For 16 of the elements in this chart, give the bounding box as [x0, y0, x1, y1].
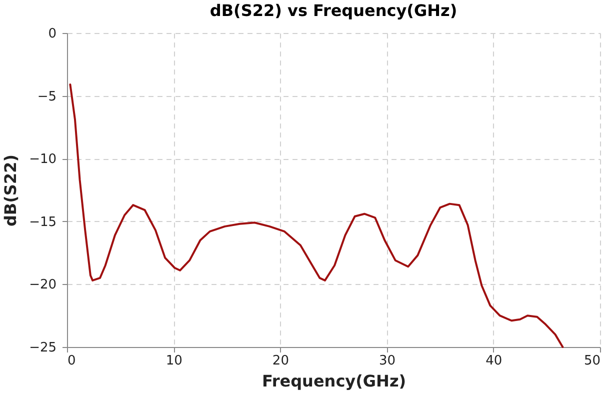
- y-axis-title: dB(S22): [1, 154, 20, 227]
- x-tick-label: 10: [166, 354, 182, 368]
- x-tick-label: 40: [486, 354, 502, 368]
- y-tick-label: −5: [37, 89, 56, 104]
- x-axis-title: Frequency(GHz): [262, 372, 406, 390]
- x-tick-label: 0: [68, 354, 76, 368]
- y-tick-label: 0: [48, 26, 56, 42]
- x-tick-label: 20: [272, 354, 289, 368]
- y-tick-label: −10: [29, 152, 56, 168]
- x-tick-label: 30: [379, 354, 396, 368]
- y-tick-label: −25: [29, 340, 56, 356]
- y-tick-label: −15: [29, 214, 56, 230]
- chart-title: dB(S22) vs Frequency(GHz): [210, 1, 458, 20]
- y-tick-label: −20: [29, 278, 56, 293]
- x-tick-label: 50: [584, 354, 600, 368]
- line-series: [69, 83, 564, 348]
